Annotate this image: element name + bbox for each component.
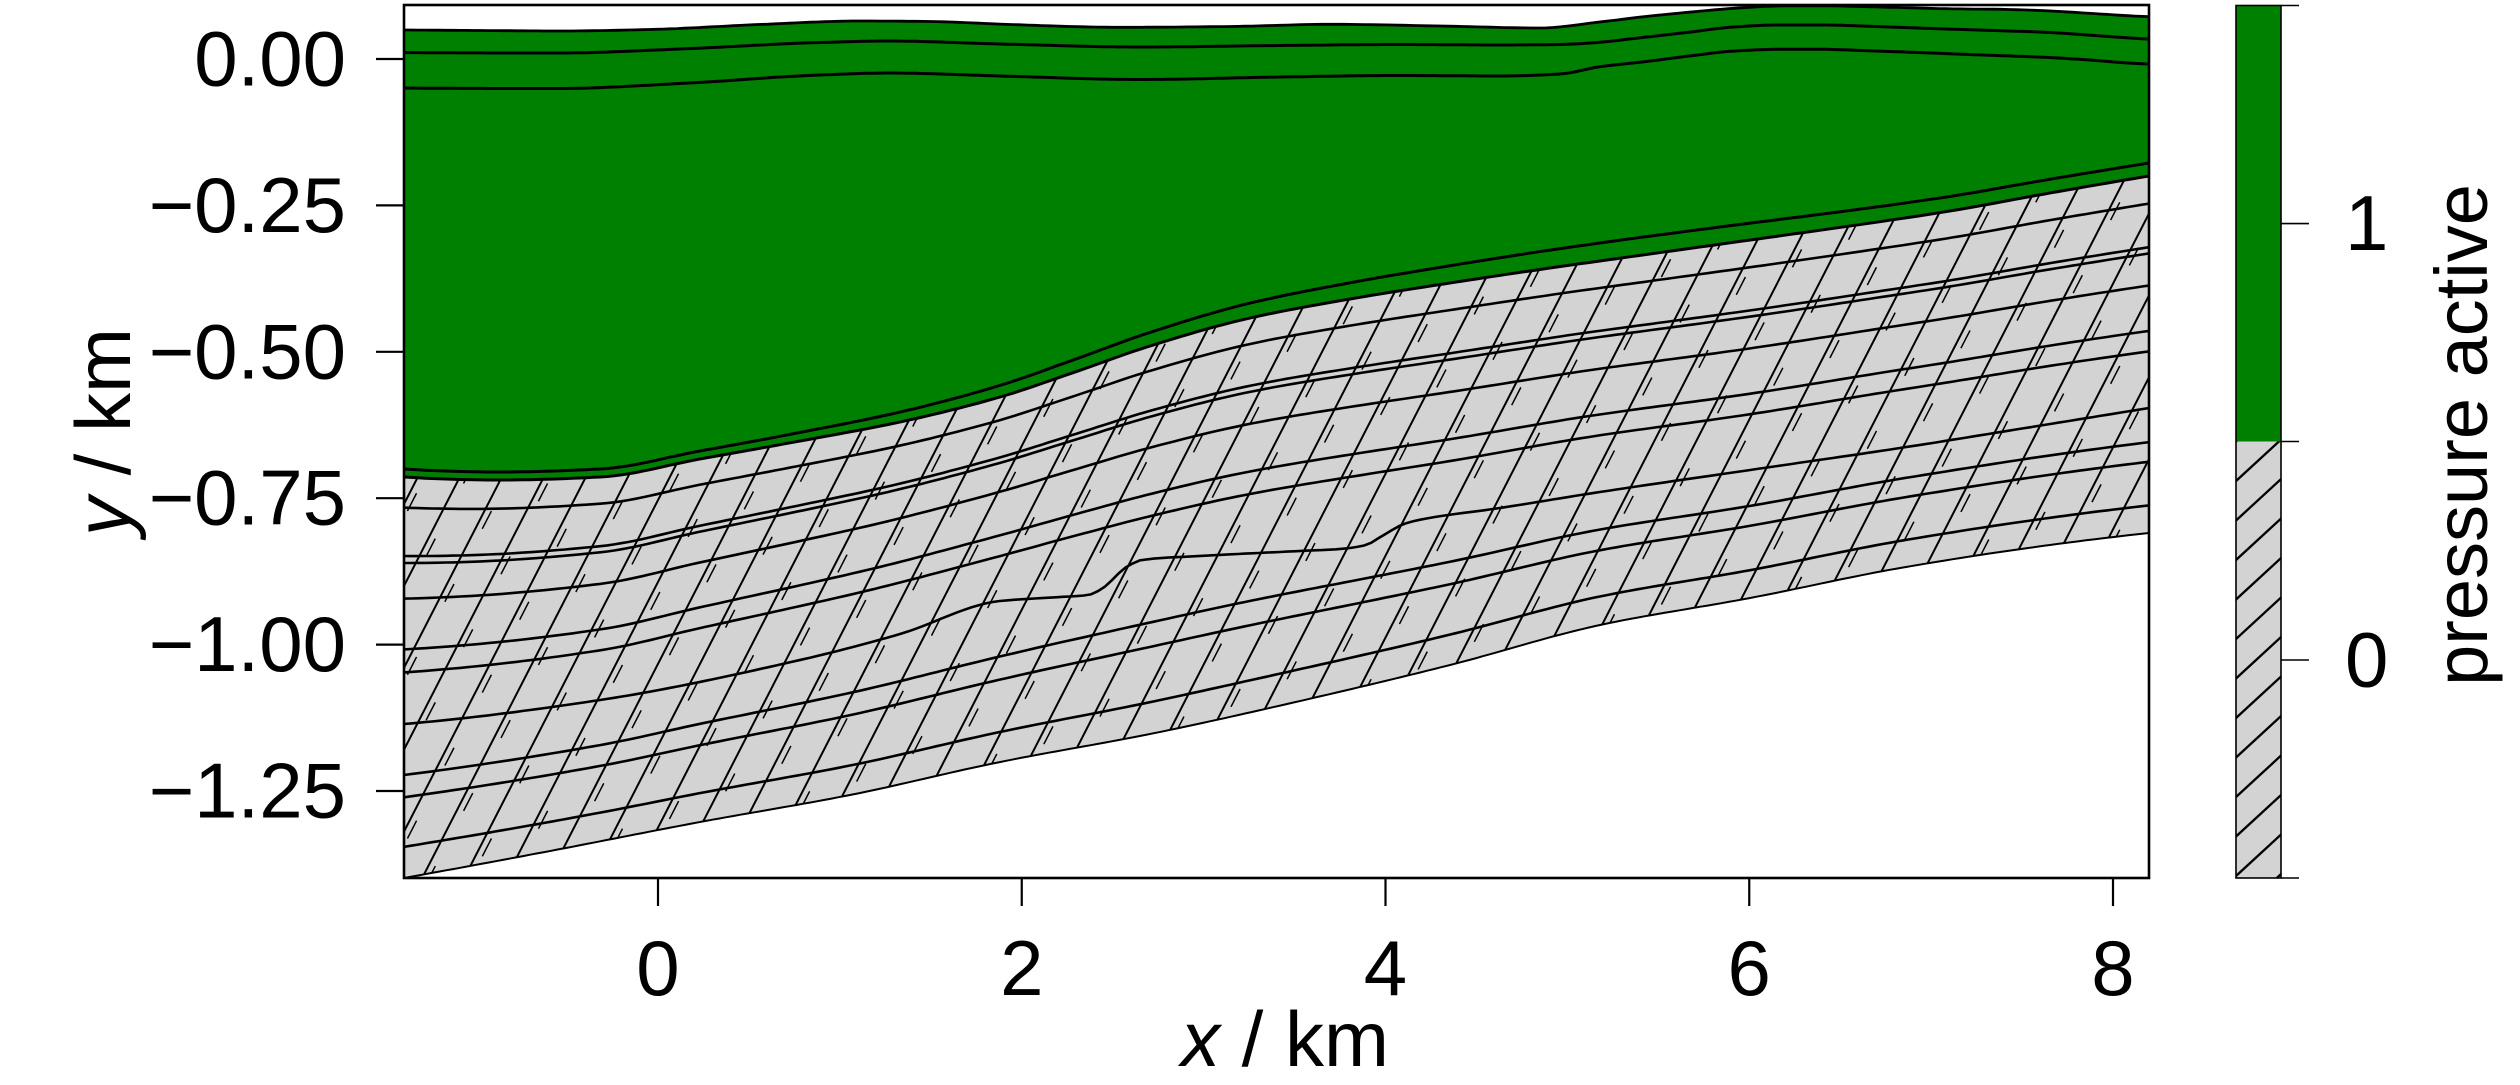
svg-text:6: 6 <box>1728 924 1771 1012</box>
svg-text:−0.50: −0.50 <box>149 307 346 395</box>
svg-text:−1.25: −1.25 <box>149 747 346 835</box>
svg-text:4: 4 <box>1364 924 1407 1012</box>
svg-text:0: 0 <box>636 924 679 1012</box>
svg-text:−0.75: −0.75 <box>149 454 346 542</box>
svg-text:1: 1 <box>2345 179 2388 267</box>
svg-text:pressure active: pressure active <box>2420 184 2503 686</box>
svg-text:8: 8 <box>2091 924 2134 1012</box>
svg-text:0: 0 <box>2345 616 2388 704</box>
svg-text:0.00: 0.00 <box>194 15 346 103</box>
svg-text:−1.00: −1.00 <box>149 600 346 688</box>
svg-text:y / km: y / km <box>59 328 147 541</box>
svg-text:−0.25: −0.25 <box>149 161 346 249</box>
svg-text:2: 2 <box>1000 924 1043 1012</box>
svg-text:x / km: x / km <box>1177 995 1389 1080</box>
